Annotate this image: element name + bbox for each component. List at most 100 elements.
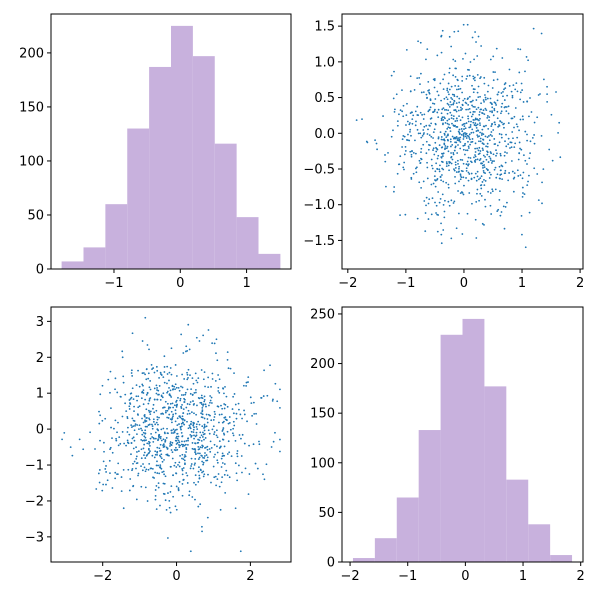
scatter-point bbox=[130, 442, 133, 444]
scatter-point bbox=[546, 100, 549, 103]
scatter-point bbox=[223, 445, 226, 448]
scatter-point bbox=[454, 120, 457, 122]
scatter-point bbox=[401, 89, 403, 91]
scatter-point bbox=[481, 181, 484, 183]
scatter-point bbox=[152, 440, 155, 443]
scatter-point bbox=[192, 431, 195, 434]
scatter-point bbox=[168, 454, 170, 457]
scatter-point bbox=[445, 147, 448, 150]
scatter-point bbox=[480, 102, 482, 105]
scatter-point bbox=[105, 483, 107, 486]
scatter-point bbox=[180, 405, 182, 408]
scatter-point bbox=[220, 457, 223, 460]
scatter-point bbox=[484, 94, 486, 96]
scatter-point bbox=[431, 197, 434, 200]
scatter-point bbox=[156, 428, 159, 431]
scatter-point bbox=[436, 213, 439, 216]
scatter-point bbox=[442, 203, 445, 206]
scatter-point bbox=[181, 435, 184, 438]
scatter-point bbox=[143, 443, 146, 446]
scatter-point bbox=[263, 369, 265, 372]
scatter-point bbox=[427, 202, 430, 205]
scatter-point bbox=[168, 499, 171, 502]
scatter-point bbox=[179, 397, 182, 400]
scatter-point bbox=[460, 133, 463, 136]
scatter-point bbox=[128, 399, 131, 401]
scatter-point bbox=[483, 184, 486, 187]
scatter-point bbox=[484, 155, 486, 158]
scatter-point bbox=[478, 135, 481, 138]
scatter-point bbox=[446, 112, 449, 115]
scatter-point bbox=[427, 128, 429, 131]
scatter-point bbox=[260, 397, 263, 399]
scatter-point bbox=[519, 118, 522, 121]
scatter-point bbox=[135, 498, 138, 501]
scatter-point bbox=[467, 108, 469, 111]
scatter-point bbox=[203, 473, 206, 476]
scatter-point bbox=[180, 394, 183, 396]
scatter-point bbox=[203, 398, 206, 401]
scatter-point bbox=[500, 136, 503, 139]
scatter-point bbox=[166, 382, 168, 385]
scatter-point bbox=[209, 401, 211, 404]
scatter-point bbox=[189, 550, 192, 553]
scatter-point bbox=[171, 421, 173, 424]
scatter-point bbox=[483, 223, 485, 226]
scatter-point bbox=[262, 395, 265, 397]
scatter-point bbox=[501, 102, 504, 105]
scatter-point bbox=[536, 173, 539, 175]
scatter-point bbox=[155, 365, 158, 368]
scatter-point bbox=[147, 372, 150, 375]
scatter-point bbox=[120, 476, 123, 478]
scatter-point bbox=[434, 179, 436, 181]
scatter-point bbox=[169, 491, 172, 493]
scatter-point bbox=[227, 422, 230, 425]
scatter-point bbox=[207, 473, 209, 476]
scatter-point bbox=[210, 385, 212, 388]
scatter-point bbox=[202, 470, 205, 473]
scatter-point bbox=[514, 107, 517, 109]
scatter-point bbox=[436, 148, 439, 151]
scatter-point bbox=[467, 140, 469, 143]
scatter-point bbox=[233, 393, 236, 395]
scatter-point bbox=[382, 115, 384, 117]
scatter-point bbox=[210, 402, 213, 404]
scatter-point bbox=[170, 449, 173, 451]
scatter-point bbox=[155, 384, 158, 387]
scatter-point bbox=[495, 47, 498, 50]
scatter-point bbox=[447, 150, 450, 153]
scatter-point bbox=[180, 443, 183, 446]
scatter-point bbox=[158, 377, 160, 379]
scatter-point bbox=[181, 494, 184, 497]
scatter-point bbox=[151, 368, 153, 371]
axes-frame bbox=[341, 13, 584, 270]
scatter-point bbox=[425, 196, 428, 199]
scatter-point bbox=[465, 122, 468, 124]
histogram-bar bbox=[550, 555, 573, 562]
scatter-point bbox=[131, 417, 134, 420]
scatter-point bbox=[440, 34, 443, 37]
scatter-point bbox=[216, 461, 219, 464]
scatter-point bbox=[203, 400, 206, 403]
scatter-point bbox=[445, 165, 448, 168]
scatter-point bbox=[187, 439, 189, 442]
scatter-point bbox=[197, 481, 200, 483]
scatter-point bbox=[496, 152, 498, 155]
scatter-point bbox=[117, 421, 119, 424]
scatter-point bbox=[445, 108, 448, 111]
scatter-point bbox=[220, 404, 222, 407]
scatter-point bbox=[495, 104, 498, 106]
scatter-point bbox=[215, 434, 218, 437]
scatter-point bbox=[213, 476, 216, 479]
scatter-point bbox=[144, 316, 147, 319]
scatter-point bbox=[154, 453, 157, 456]
scatter-point bbox=[438, 144, 441, 147]
scatter-point bbox=[181, 457, 183, 460]
scatter-point bbox=[160, 439, 163, 442]
scatter-point bbox=[177, 387, 180, 389]
scatter-point bbox=[121, 350, 124, 353]
scatter-point bbox=[209, 399, 212, 402]
scatter-point bbox=[197, 441, 200, 444]
scatter-point bbox=[468, 192, 471, 194]
